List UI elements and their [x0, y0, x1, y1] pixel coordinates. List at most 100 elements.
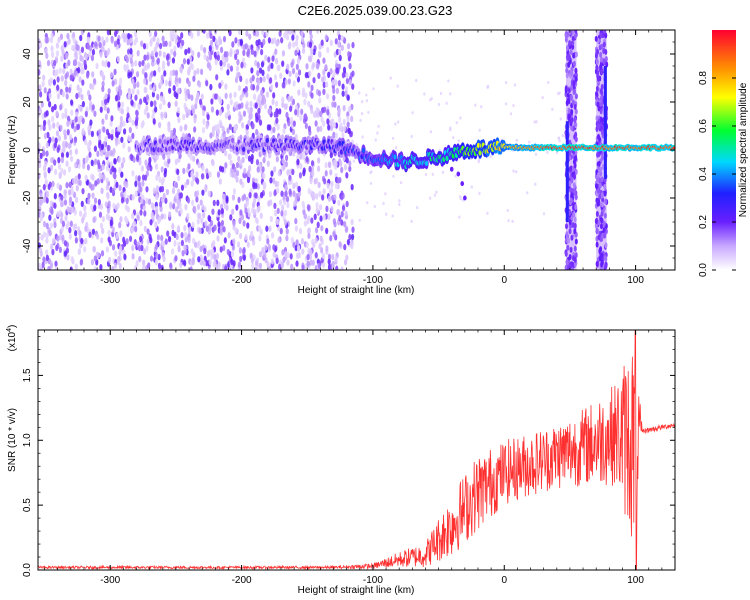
noise-speckle: [75, 184, 79, 192]
noise-speckle: [341, 205, 346, 212]
band-speckle: [574, 252, 578, 259]
noise-speckle: [561, 133, 564, 138]
noise-speckle: [335, 87, 340, 95]
y-tick-label: 0.0: [22, 563, 33, 577]
band-speckle: [599, 32, 603, 39]
band-speckle: [596, 75, 600, 82]
noise-speckle: [162, 192, 166, 200]
noise-speckle: [249, 100, 253, 108]
noise-speckle: [322, 214, 326, 221]
noise-speckle: [504, 102, 508, 106]
band-speckle: [572, 52, 576, 59]
noise-speckle: [42, 231, 47, 238]
colorbar-tick-label: 0.0: [698, 263, 709, 277]
noise-speckle: [262, 172, 266, 180]
band-speckle: [570, 109, 574, 116]
noise-speckle: [231, 194, 236, 201]
noise-speckle: [129, 48, 133, 55]
noise-speckle: [308, 165, 312, 173]
noise-speckle: [314, 252, 318, 259]
band-speckle: [564, 32, 568, 39]
noise-speckle: [70, 109, 74, 116]
band-speckle: [595, 228, 599, 235]
noise-speckle: [180, 239, 185, 247]
noise-speckle: [325, 245, 329, 252]
noise-speckle: [334, 132, 339, 139]
band-speckle: [595, 58, 599, 65]
noise-speckle: [216, 171, 221, 178]
noise-speckle: [45, 237, 49, 244]
band-speckle: [595, 115, 599, 122]
noise-speckle: [342, 118, 346, 126]
noise-speckle: [238, 247, 243, 254]
noise-speckle: [331, 253, 335, 261]
noise-speckle: [113, 68, 117, 76]
x-tick-label: -100: [363, 575, 383, 586]
noise-speckle: [117, 101, 121, 108]
noise-speckle: [321, 194, 325, 201]
noise-speckle: [343, 37, 347, 44]
noise-speckle: [350, 233, 355, 241]
noise-speckle: [145, 43, 149, 50]
noise-speckle: [255, 39, 259, 47]
noise-speckle: [226, 109, 231, 117]
noise-speckle: [219, 46, 224, 54]
band-speckle: [574, 30, 578, 34]
noise-speckle: [66, 128, 70, 136]
noise-speckle: [433, 193, 437, 197]
noise-speckle: [156, 234, 161, 241]
snr-x-label: Height of straight line (km): [298, 585, 415, 596]
noise-speckle: [50, 32, 54, 40]
noise-speckle: [111, 244, 116, 251]
noise-speckle: [235, 176, 239, 183]
noise-speckle: [256, 69, 260, 77]
noise-speckle: [93, 266, 97, 270]
noise-speckle: [42, 184, 46, 191]
noise-speckle: [74, 223, 78, 230]
noise-speckle: [100, 250, 105, 257]
noise-speckle: [234, 53, 238, 61]
noise-speckle: [351, 83, 355, 90]
noise-speckle: [246, 169, 251, 177]
noise-speckle: [220, 219, 225, 227]
signal-point: [478, 150, 482, 156]
noise-speckle: [326, 118, 330, 125]
snr-line-layer: [38, 330, 675, 570]
noise-speckle: [119, 216, 123, 223]
noise-speckle: [191, 50, 195, 57]
noise-speckle: [322, 188, 326, 195]
y-tick-label: 1.5: [22, 368, 33, 382]
noise-speckle: [222, 193, 226, 200]
noise-speckle: [111, 188, 115, 195]
noise-speckle: [54, 260, 58, 267]
noise-speckle: [331, 260, 335, 268]
noise-speckle: [174, 255, 178, 262]
noise-speckle: [183, 224, 187, 232]
noise-speckle: [534, 182, 537, 186]
noise-speckle: [332, 160, 336, 167]
noise-speckle: [148, 30, 152, 38]
noise-speckle: [83, 210, 87, 218]
signal-point: [242, 146, 246, 152]
noise-speckle: [324, 34, 328, 41]
noise-speckle: [62, 146, 66, 153]
noise-speckle: [127, 146, 131, 153]
noise-speckle: [333, 101, 337, 108]
noise-speckle: [202, 260, 206, 267]
noise-speckle: [195, 94, 200, 101]
noise-speckle: [91, 174, 95, 181]
noise-speckle: [157, 262, 162, 270]
noise-speckle: [134, 190, 138, 197]
noise-speckle: [251, 122, 255, 130]
noise-speckle: [92, 77, 97, 85]
noise-speckle: [77, 67, 81, 74]
noise-speckle: [56, 84, 60, 91]
noise-speckle: [250, 48, 254, 55]
noise-speckle: [513, 83, 517, 87]
noise-speckle: [182, 58, 187, 65]
noise-speckle: [115, 139, 119, 147]
noise-speckle: [148, 156, 152, 164]
noise-speckle: [254, 192, 258, 199]
noise-speckle: [302, 153, 306, 161]
noise-speckle: [122, 128, 127, 135]
